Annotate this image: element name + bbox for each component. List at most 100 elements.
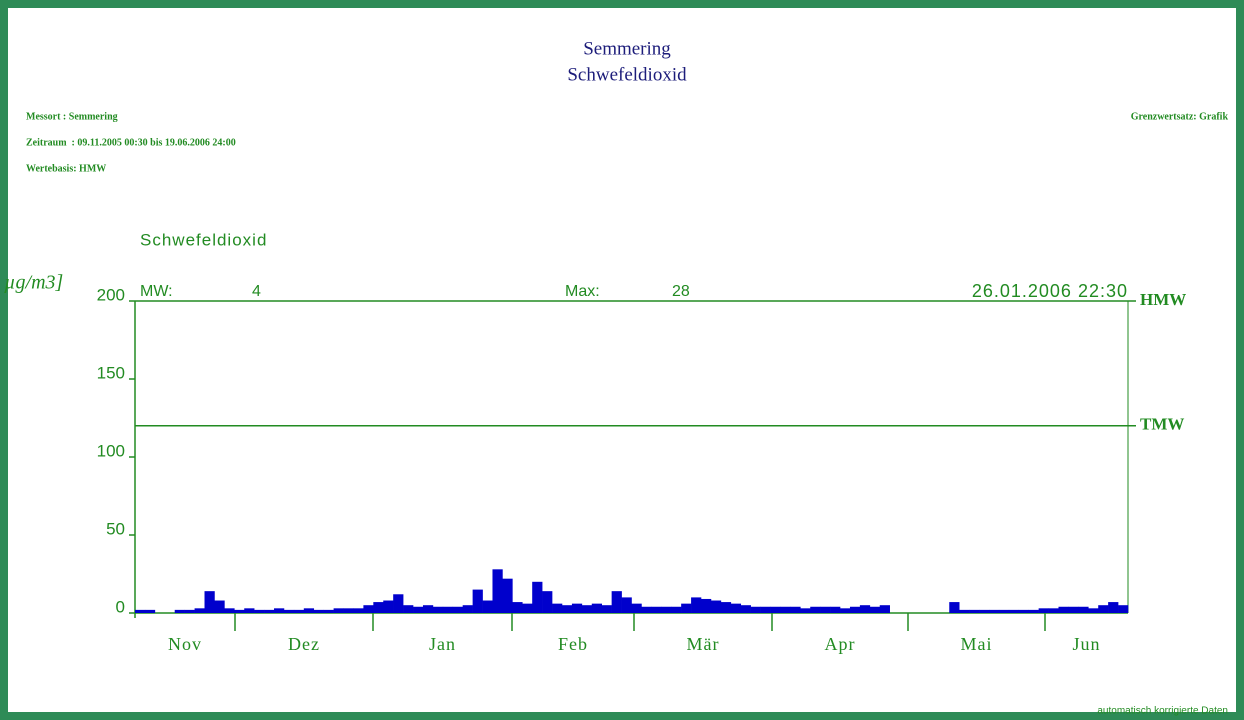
bar	[204, 591, 215, 613]
bar	[1098, 605, 1109, 613]
x-tick-label: Nov	[168, 634, 202, 654]
bar	[224, 608, 235, 613]
threshold-label: HMW	[1140, 290, 1186, 309]
bar	[661, 606, 672, 613]
x-tick-label: Jun	[1072, 634, 1100, 654]
bar	[244, 608, 255, 613]
info-text: Grenzwertsatz: Grafik	[1131, 111, 1229, 122]
bar	[651, 606, 662, 613]
bar	[720, 602, 732, 613]
bar	[413, 606, 424, 613]
bar	[422, 605, 434, 613]
y-tick-label: 150	[97, 363, 125, 382]
bar	[1038, 608, 1049, 613]
bar	[512, 602, 523, 613]
bar	[303, 608, 315, 613]
bar	[611, 591, 622, 613]
stat-label: MW:	[140, 283, 173, 300]
stat-label: Max:	[565, 283, 600, 300]
bar	[1008, 609, 1020, 613]
bar	[363, 605, 374, 613]
bar	[502, 578, 513, 613]
bar	[264, 609, 275, 613]
bar	[820, 606, 831, 613]
bar	[998, 609, 1010, 613]
bar	[383, 600, 394, 613]
bar	[621, 597, 632, 613]
bar	[830, 606, 841, 613]
bar	[432, 606, 444, 613]
bar	[393, 594, 404, 613]
y-tick-label: 100	[97, 441, 125, 460]
bar	[542, 591, 553, 613]
chart-subtitle: Schwefeldioxid	[567, 64, 687, 85]
bar	[1068, 606, 1079, 613]
bar	[800, 608, 811, 613]
bar	[730, 603, 742, 613]
bar	[403, 605, 414, 613]
bar	[532, 581, 543, 613]
bar	[740, 605, 751, 613]
bar	[482, 600, 493, 613]
bar	[979, 609, 990, 613]
bar	[988, 609, 1000, 613]
x-tick-label: Jan	[429, 634, 456, 654]
bar	[849, 606, 861, 613]
x-tick-label: Apr	[825, 634, 856, 654]
info-text: Zeitraum : 09.11.2005 00:30 bis 19.06.20…	[26, 137, 236, 148]
info-text: Messort : Semmering	[26, 111, 118, 122]
bar	[681, 603, 692, 613]
chart-title: Semmering	[583, 38, 671, 59]
bar	[174, 609, 185, 613]
y-tick-label: 0	[116, 597, 125, 616]
bar	[135, 609, 146, 613]
bar	[1078, 606, 1089, 613]
stat-time: 26.01.2006 22:30	[972, 281, 1128, 301]
bar	[313, 609, 324, 613]
bar	[522, 603, 533, 613]
bar	[701, 598, 712, 613]
bar	[710, 600, 722, 613]
x-tick-label: Dez	[288, 634, 320, 654]
bar	[750, 606, 761, 613]
bar	[691, 597, 702, 613]
y-axis-label: µg/m3]	[4, 272, 63, 294]
bar	[1108, 602, 1119, 613]
bar	[293, 609, 305, 613]
bar	[959, 609, 970, 613]
bar	[571, 603, 583, 613]
bar	[1028, 609, 1039, 613]
bar	[254, 609, 265, 613]
x-tick-label: Mai	[961, 634, 993, 654]
info-text: Wertebasis: HMW	[26, 163, 106, 174]
bar	[631, 603, 642, 613]
bar	[353, 608, 364, 613]
bar	[1118, 605, 1129, 613]
bar	[283, 609, 295, 613]
bar	[790, 606, 801, 613]
bar	[949, 602, 960, 613]
bar	[1048, 608, 1059, 613]
stat-value: 28	[672, 283, 690, 300]
bar	[561, 605, 573, 613]
bar	[671, 606, 682, 613]
y-tick-label: 50	[106, 519, 125, 538]
bar	[969, 609, 980, 613]
bar	[810, 606, 821, 613]
bar	[869, 606, 881, 613]
bar	[462, 605, 473, 613]
bar	[323, 609, 334, 613]
y-tick-label: 200	[97, 285, 125, 304]
bar	[492, 569, 503, 613]
bar	[859, 605, 871, 613]
bar	[552, 603, 563, 613]
bar	[144, 609, 156, 613]
bar	[184, 609, 195, 613]
bar	[780, 606, 791, 613]
bar	[452, 606, 463, 613]
bar	[472, 589, 483, 613]
x-tick-label: Mär	[687, 634, 720, 654]
bar	[1058, 606, 1069, 613]
bar	[879, 605, 890, 613]
